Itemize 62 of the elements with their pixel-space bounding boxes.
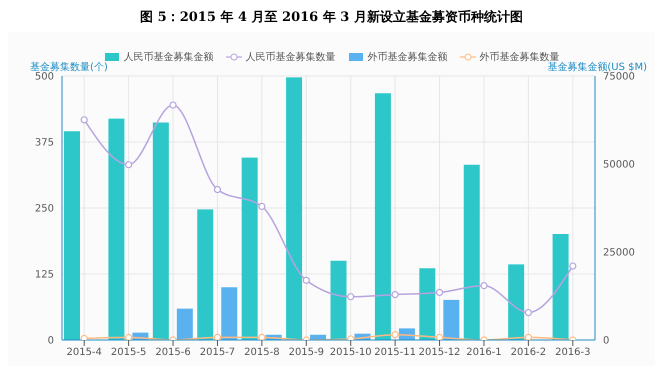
bar (464, 164, 480, 340)
point (214, 334, 222, 340)
x-tick-label: 2015-6 (155, 347, 191, 358)
y-axis-title: 基金募集数量(个) (30, 60, 108, 73)
point (392, 290, 399, 298)
point (80, 334, 88, 340)
point (80, 116, 88, 124)
legend-label: 人民币基金募集金额 (124, 52, 214, 63)
bar (508, 264, 524, 340)
point (392, 331, 399, 338)
y-tick-label: 125 (34, 270, 54, 281)
y-tick-label: 0 (48, 336, 54, 347)
bar (152, 122, 169, 340)
bar (221, 287, 238, 340)
bar (108, 118, 124, 340)
bar (64, 131, 80, 340)
x-tick-label: 2015-11 (374, 347, 416, 358)
x-tick-label: 2015-7 (200, 347, 236, 358)
x-tick-label: 2015-5 (110, 347, 146, 358)
x-tick-label: 2016-3 (555, 347, 591, 358)
legend-label: 外币基金募集金额 (366, 50, 448, 64)
point (302, 276, 310, 284)
bar (286, 77, 302, 340)
y2-axis-title: 基金募集金额(US $M) (547, 62, 647, 73)
point (347, 293, 354, 300)
point (258, 202, 266, 210)
y2-tick-label: 25000 (603, 248, 635, 259)
point (480, 282, 488, 290)
bar (330, 260, 346, 340)
point (436, 288, 444, 296)
bar (197, 209, 214, 340)
point (524, 334, 532, 340)
point (436, 334, 444, 340)
x-tick-label: 2015-12 (418, 347, 460, 358)
point (125, 161, 132, 168)
y2-tick-label: 0 (603, 336, 610, 347)
point (214, 186, 222, 194)
point (125, 334, 132, 340)
point (524, 308, 532, 316)
legend-label: 外币基金募集数量 (478, 50, 560, 63)
y2-tick-label: 50000 (603, 160, 635, 171)
chart-title: 图 5：2015 年 4 月至 2016 年 3 月新设立基金募资币种统计图 (139, 8, 524, 26)
bar (374, 93, 391, 340)
point (569, 262, 576, 270)
bar (443, 300, 460, 340)
x-tick-label: 2015-4 (66, 347, 102, 358)
y2-tick-label: 75000 (603, 72, 635, 83)
bar (242, 158, 258, 340)
x-tick-label: 2015-9 (288, 347, 324, 358)
y-tick-label: 250 (34, 204, 54, 215)
bar (419, 268, 436, 340)
y-tick-label: 375 (34, 138, 54, 149)
x-tick-label: 2016-1 (466, 347, 502, 358)
legend-label: 人民币基金募集数量 (244, 50, 336, 64)
point (169, 101, 177, 109)
x-tick-label: 2015-10 (330, 347, 372, 358)
x-tick-label: 2016-2 (510, 347, 546, 358)
x-tick-label: 2015-8 (244, 347, 280, 358)
bar (552, 234, 569, 340)
y-tick-label: 500 (34, 72, 54, 83)
point (258, 334, 266, 340)
bar (176, 308, 193, 340)
